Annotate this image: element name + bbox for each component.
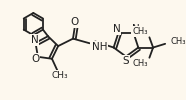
Text: CH₃: CH₃ — [132, 27, 147, 36]
Text: N: N — [132, 24, 139, 34]
Text: O: O — [71, 17, 79, 27]
Text: NH: NH — [92, 42, 107, 52]
Text: N: N — [31, 35, 39, 45]
Text: S: S — [123, 56, 129, 66]
Text: CH₃: CH₃ — [51, 71, 68, 80]
Text: CH₃: CH₃ — [171, 38, 186, 46]
Text: CH₃: CH₃ — [132, 59, 147, 68]
Text: N: N — [113, 24, 120, 34]
Text: O: O — [31, 54, 39, 64]
